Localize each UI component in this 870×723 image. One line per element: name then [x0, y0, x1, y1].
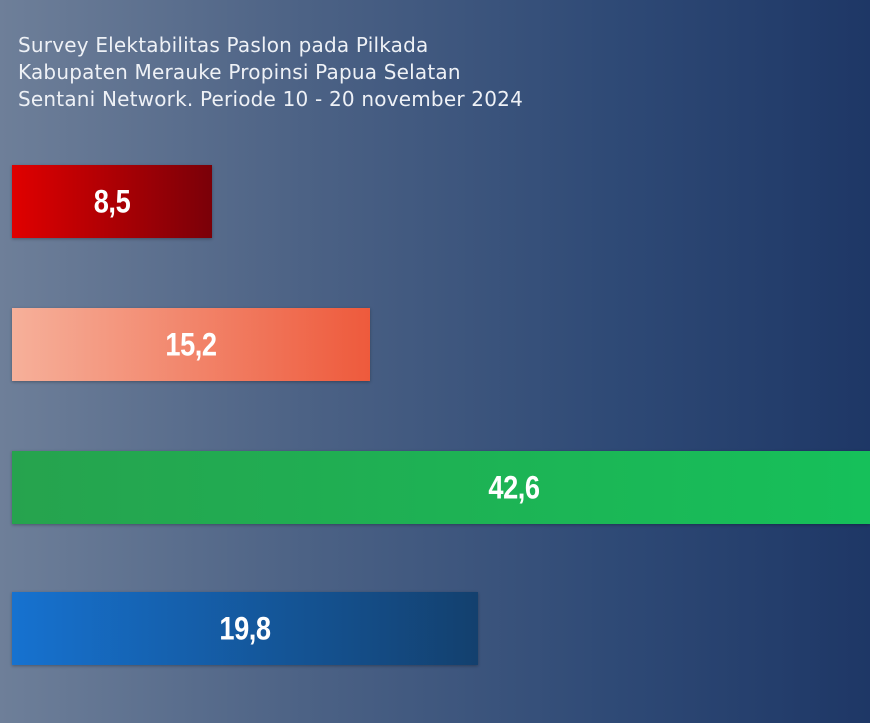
bar-3: 42,6 — [12, 451, 870, 524]
bar-4: 19,8 — [12, 592, 479, 665]
title-line-2: Kabupaten Merauke Propinsi Papua Selatan — [18, 60, 461, 84]
bar-value-label: 42,6 — [487, 469, 540, 505]
title-line-3: Sentani Network. Periode 10 - 20 novembe… — [18, 87, 524, 111]
bar-1: 8,5 — [12, 165, 213, 238]
bar-value-label: 8,5 — [93, 183, 131, 219]
title-line-1: Survey Elektabilitas Paslon pada Pilkada — [18, 33, 429, 57]
bar-value-label: 15,2 — [165, 326, 217, 362]
chart-title: Survey Elektabilitas Paslon pada Pilkada… — [18, 32, 523, 113]
bar-value-label: 19,8 — [219, 610, 272, 646]
bar-2: 15,2 — [12, 308, 370, 381]
